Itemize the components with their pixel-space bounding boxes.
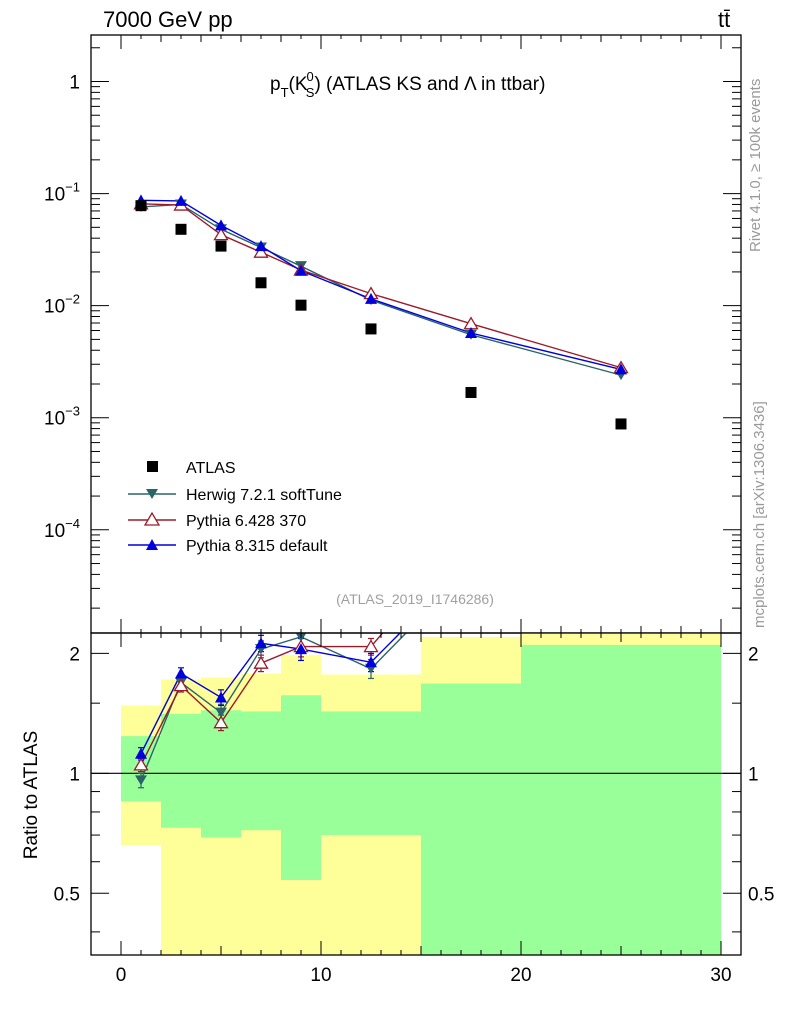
main-point-pythia6 bbox=[213, 227, 229, 241]
ratio-band-inner bbox=[161, 713, 201, 828]
ratio-point-pythia8 bbox=[135, 747, 147, 759]
ratio-point-pythia8 bbox=[175, 667, 187, 679]
ratio-y-tick-label-right: 2 bbox=[748, 644, 759, 665]
main-point-pythia8 bbox=[255, 240, 267, 252]
ratio-point-pythia6 bbox=[253, 655, 269, 669]
ratio-point-pythia6 bbox=[133, 757, 149, 771]
x-tick-label: 20 bbox=[510, 965, 531, 986]
ratio-point-pythia8 bbox=[215, 691, 227, 703]
legend-label-herwig: Herwig 7.2.1 softTune bbox=[186, 487, 342, 504]
ratio-y-tick-label-right: 0.5 bbox=[748, 884, 774, 905]
ratio-point-pythia6 bbox=[465, 523, 478, 534]
ratio-y-tick-label: 0.5 bbox=[54, 884, 80, 905]
ratio-panel: 0.5 0.51 12 20 10 20 30 Ratio to ATLAS bbox=[21, 523, 774, 986]
main-point-pythia8 bbox=[175, 194, 187, 206]
ratio-band-inner bbox=[241, 711, 281, 831]
main-point-pythia8 bbox=[465, 327, 477, 339]
legend-label-pythia6: Pythia 6.428 370 bbox=[186, 513, 306, 530]
ratio-point-herwig bbox=[465, 562, 477, 572]
main-point-atlas bbox=[135, 200, 147, 212]
main-line-pythia8 bbox=[140, 199, 622, 371]
main-point-pythia8 bbox=[365, 292, 377, 304]
main-point-atlas bbox=[175, 223, 187, 235]
legend-label-atlas: ATLAS bbox=[186, 460, 236, 477]
ratio-point-pythia8 bbox=[295, 643, 307, 655]
legend-marker-pythia6 bbox=[143, 511, 161, 526]
legend-marker-herwig bbox=[146, 489, 158, 499]
legend-marker-pythia8 bbox=[146, 539, 158, 550]
header-energy: 7000 GeV pp bbox=[103, 7, 233, 32]
main-y-tick-label: 1 bbox=[69, 73, 80, 94]
main-point-atlas bbox=[215, 240, 227, 252]
main-point-pythia8 bbox=[615, 363, 627, 375]
legend-label-pythia8: Pythia 8.315 default bbox=[186, 538, 328, 555]
ratio-point-pythia6 bbox=[173, 678, 189, 692]
ratio-point-pythia6 bbox=[363, 639, 379, 653]
main-line-herwig bbox=[140, 203, 622, 376]
plot-title: pT(K0 S) (ATLAS KS and Λ in ttbar) bbox=[270, 69, 545, 100]
x-tick-label: 0 bbox=[116, 965, 127, 986]
ratio-band-inner bbox=[521, 644, 721, 955]
main-point-pythia8 bbox=[295, 264, 307, 276]
main-y-tick-label: 10−2 bbox=[44, 292, 80, 318]
ratio-band-inner bbox=[281, 695, 321, 880]
ratio-point-pythia6 bbox=[213, 715, 229, 729]
ratio-y-axis-label: Ratio to ATLAS bbox=[21, 731, 42, 860]
main-point-atlas bbox=[365, 323, 377, 335]
main-y-tick-label: 10−1 bbox=[44, 180, 80, 206]
main-point-atlas bbox=[615, 418, 627, 430]
legend: ATLAS Herwig 7.2.1 softTune Pythia 6.428… bbox=[128, 460, 342, 555]
main-point-pythia8 bbox=[215, 219, 227, 231]
main-y-tick-label: 10−4 bbox=[44, 516, 80, 542]
ratio-frame bbox=[90, 632, 742, 956]
analysis-watermark: (ATLAS_2019_I1746286) bbox=[336, 591, 494, 607]
ratio-y-tick-label: 2 bbox=[69, 644, 80, 665]
x-tick-label: 30 bbox=[710, 965, 731, 986]
main-line-pythia6 bbox=[140, 203, 622, 369]
ratio-point-pythia8 bbox=[465, 556, 477, 567]
rivet-version-label: Rivet 4.1.0, ≥ 100k events bbox=[747, 79, 764, 252]
main-point-pythia6 bbox=[253, 244, 269, 258]
ratio-point-herwig bbox=[135, 775, 147, 786]
ratio-y-tick-label-right: 1 bbox=[748, 764, 759, 785]
main-y-tick-label: 10−3 bbox=[44, 404, 80, 430]
ratio-y-tick-label: 1 bbox=[69, 764, 80, 785]
main-point-atlas bbox=[255, 277, 267, 289]
ratio-point-herwig bbox=[215, 707, 227, 718]
ratio-band-inner bbox=[421, 683, 521, 955]
ratio-point-pythia8 bbox=[255, 637, 267, 649]
header-process: tt̄ bbox=[718, 7, 730, 32]
main-panel: 1 10−1 10−2 10−3 10−4 pT(K0 S) (ATLAS KS and … bbox=[44, 34, 742, 634]
mcplots-reference-label: mcplots.cern.ch [arXiv:1306.3436] bbox=[751, 401, 768, 628]
main-point-atlas bbox=[295, 299, 307, 311]
x-tick-label: 10 bbox=[310, 965, 331, 986]
ratio-point-pythia8 bbox=[365, 656, 377, 668]
legend-marker-atlas bbox=[147, 461, 158, 472]
main-point-atlas bbox=[465, 386, 477, 398]
